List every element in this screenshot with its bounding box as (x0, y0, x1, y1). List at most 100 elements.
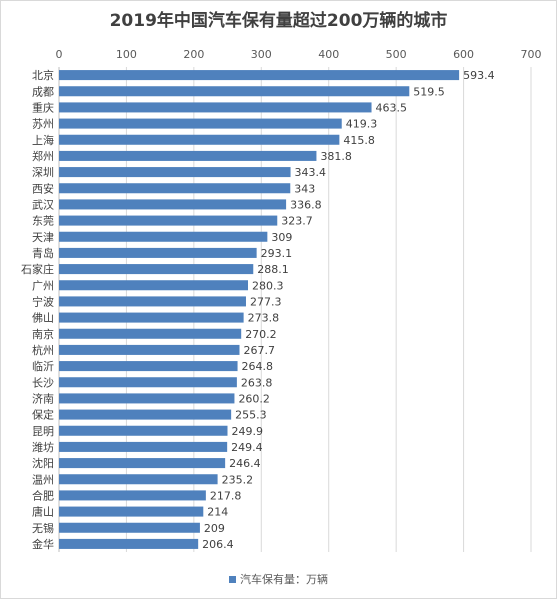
x-tick-label: 600 (453, 48, 474, 61)
x-tick-label: 700 (521, 48, 542, 61)
category-label: 沈阳 (32, 456, 54, 470)
legend-swatch (229, 575, 236, 583)
bar (59, 264, 254, 275)
category-label: 深圳 (32, 166, 54, 179)
data-label: 323.7 (281, 215, 313, 228)
category-label: 西安 (32, 181, 54, 195)
data-label: 277.3 (250, 295, 282, 308)
bar (59, 490, 206, 501)
chart-title: 2019年中国汽车保有量超过200万辆的城市 (109, 11, 448, 31)
data-label: 260.2 (238, 392, 270, 405)
data-label: 280.3 (252, 279, 284, 292)
category-label: 天津 (32, 231, 54, 244)
data-label: 273.8 (248, 312, 280, 325)
bar (59, 377, 237, 388)
category-label: 合肥 (32, 488, 54, 502)
category-label: 保定 (32, 408, 54, 422)
data-label: 593.4 (463, 69, 495, 82)
data-label: 381.8 (320, 150, 352, 163)
category-label: 重庆 (32, 100, 54, 114)
category-label: 金华 (32, 537, 54, 551)
category-label: 东莞 (32, 215, 54, 228)
data-label: 270.2 (245, 328, 277, 341)
data-label: 288.1 (257, 263, 289, 276)
data-label: 249.4 (231, 441, 263, 454)
bar (59, 183, 291, 194)
bar (59, 522, 200, 533)
legend: 汽车保有量：万辆 (0, 571, 557, 587)
category-label: 无锡 (32, 521, 54, 535)
data-label: 235.2 (222, 473, 254, 486)
bar (59, 247, 257, 258)
bar (59, 538, 199, 549)
category-label: 临沂 (32, 359, 54, 373)
bar (59, 150, 317, 161)
bar (59, 393, 235, 404)
category-label: 济南 (32, 391, 54, 405)
data-label: 263.8 (241, 376, 273, 389)
category-label: 昆明 (32, 425, 54, 438)
bar (59, 167, 291, 178)
category-label: 武汉 (32, 198, 54, 211)
bar (59, 425, 228, 436)
category-label: 宁波 (32, 294, 54, 308)
data-label: 343 (294, 182, 315, 195)
x-tick-label: 200 (183, 48, 204, 61)
category-label: 上海 (32, 133, 54, 147)
category-label: 佛山 (32, 312, 54, 325)
x-tick-label: 400 (318, 48, 339, 61)
category-label: 青岛 (32, 246, 54, 260)
category-label: 南京 (32, 327, 54, 341)
data-label: 419.3 (346, 118, 378, 131)
bar (59, 361, 238, 372)
bar (59, 134, 340, 145)
category-label: 温州 (32, 473, 54, 486)
bar (59, 231, 268, 242)
data-label: 214 (207, 506, 228, 519)
legend-label: 汽车保有量：万辆 (240, 573, 328, 586)
bar (59, 312, 244, 323)
bar (59, 506, 204, 517)
bar (59, 344, 240, 355)
data-label: 519.5 (413, 85, 445, 98)
category-label: 苏州 (32, 118, 54, 131)
category-label: 潍坊 (32, 440, 54, 454)
data-label: 309 (271, 231, 292, 244)
bar (59, 409, 232, 420)
category-label: 长沙 (32, 376, 54, 389)
data-label: 267.7 (244, 344, 276, 357)
data-label: 217.8 (210, 489, 242, 502)
data-label: 249.9 (232, 425, 264, 438)
data-label: 336.8 (290, 198, 322, 211)
data-label: 293.1 (261, 247, 293, 260)
data-label: 206.4 (202, 538, 234, 551)
data-label: 343.4 (295, 166, 327, 179)
bar (59, 458, 226, 469)
bar (59, 102, 372, 113)
data-label: 255.3 (235, 409, 267, 422)
x-tick-label: 100 (116, 48, 137, 61)
data-label: 415.8 (343, 134, 375, 147)
data-label: 246.4 (229, 457, 260, 470)
category-label: 杭州 (32, 343, 54, 357)
bar (59, 199, 287, 210)
x-tick-label: 0 (56, 48, 63, 61)
x-tick-label: 300 (251, 48, 272, 61)
bar (59, 215, 278, 226)
bar (59, 86, 410, 97)
bar (59, 296, 246, 307)
bar (59, 118, 342, 129)
data-label: 209 (204, 522, 225, 535)
category-label: 郑州 (32, 149, 54, 163)
x-tick-label: 500 (386, 48, 407, 61)
data-label: 463.5 (376, 101, 408, 114)
category-label: 石家庄 (21, 262, 54, 276)
bar (59, 280, 249, 291)
bar (59, 474, 218, 485)
bar (59, 441, 228, 452)
category-label: 广州 (32, 279, 54, 292)
data-label: 264.8 (242, 360, 273, 373)
category-label: 唐山 (32, 505, 54, 519)
bar (59, 328, 242, 339)
